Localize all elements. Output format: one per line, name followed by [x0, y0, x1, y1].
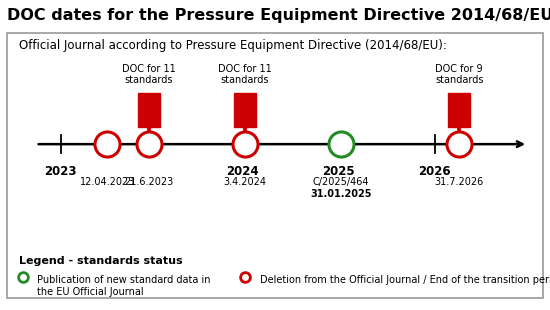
Text: C/2025/464: C/2025/464 — [313, 177, 369, 187]
Text: Deletion from the Official Journal / End of the transition period: Deletion from the Official Journal / End… — [260, 275, 550, 285]
Text: 12.04.2023: 12.04.2023 — [80, 177, 135, 187]
Text: 2023: 2023 — [44, 165, 77, 178]
Text: DOC for 9
standards: DOC for 9 standards — [435, 64, 483, 85]
Text: 3.4.2024: 3.4.2024 — [223, 177, 266, 187]
Text: Legend - standards status: Legend - standards status — [19, 256, 183, 266]
Text: 2024: 2024 — [226, 165, 258, 178]
Text: 2025: 2025 — [322, 165, 355, 178]
Text: DOC dates for the Pressure Equipment Directive 2014/68/EU: DOC dates for the Pressure Equipment Dir… — [7, 8, 550, 23]
Text: Official Journal according to Pressure Equipment Directive (2014/68/EU):: Official Journal according to Pressure E… — [19, 39, 447, 52]
Bar — [234, 93, 256, 127]
Bar — [448, 93, 470, 127]
Bar — [138, 93, 160, 127]
Text: Publication of new standard data in
the EU Official Journal: Publication of new standard data in the … — [37, 275, 211, 297]
Text: DOC for 11
standards: DOC for 11 standards — [218, 64, 272, 85]
Text: 21.6.2023: 21.6.2023 — [124, 177, 173, 187]
Text: 31.7.2026: 31.7.2026 — [434, 177, 484, 187]
Text: DOC for 11
standards: DOC for 11 standards — [122, 64, 175, 85]
Text: 31.01.2025: 31.01.2025 — [310, 189, 372, 199]
Text: 2026: 2026 — [418, 165, 451, 178]
